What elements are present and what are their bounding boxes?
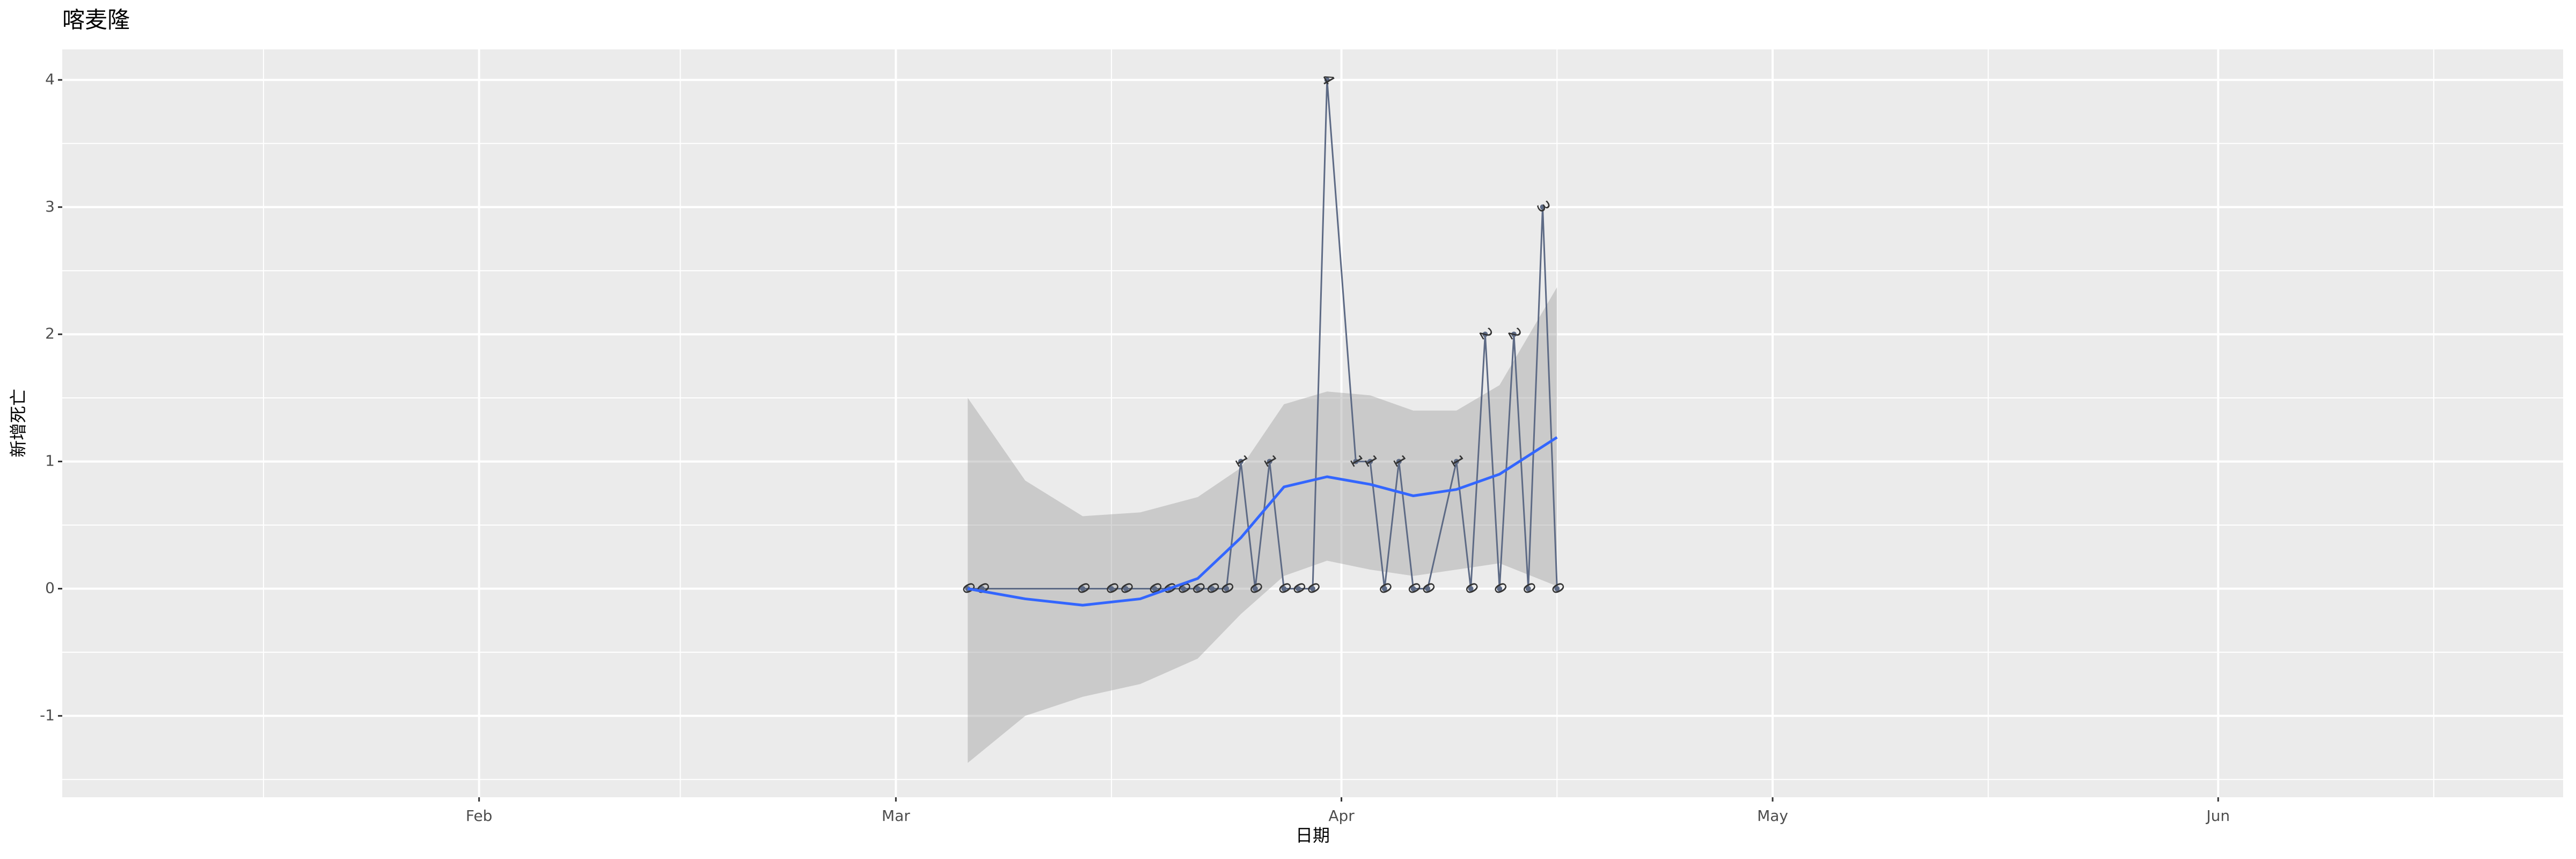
chart-title: 喀麦隆 — [62, 7, 130, 33]
data-point — [1224, 586, 1230, 592]
y-tick-label: 0 — [45, 579, 55, 596]
x-axis-title: 日期 — [1296, 825, 1330, 846]
data-point — [1180, 586, 1186, 592]
data-point — [1238, 458, 1244, 464]
y-tick-label: 1 — [45, 452, 55, 470]
data-point — [1267, 458, 1272, 464]
x-tick-label: May — [1757, 807, 1788, 825]
x-tick-label: Mar — [882, 807, 910, 825]
data-point — [1497, 586, 1503, 592]
y-tick-label: 4 — [45, 70, 55, 88]
y-axis-title: 新增死亡 — [8, 389, 28, 457]
data-point — [1381, 586, 1387, 592]
y-tick-label: 2 — [45, 325, 55, 343]
data-point — [1310, 586, 1315, 592]
data-point — [1540, 204, 1546, 210]
data-point — [1324, 77, 1330, 83]
data-point — [1123, 586, 1129, 592]
x-tick-label: Jun — [2205, 807, 2230, 825]
data-point — [1195, 586, 1201, 592]
x-tick-label: Feb — [466, 807, 493, 825]
data-point — [1353, 458, 1359, 464]
data-point — [1080, 586, 1086, 592]
data-point — [1296, 586, 1301, 592]
data-point — [1453, 458, 1459, 464]
data-point — [1209, 586, 1215, 592]
data-point — [1511, 331, 1517, 337]
data-point — [1152, 586, 1158, 592]
data-point — [1367, 458, 1373, 464]
data-point — [1554, 586, 1560, 592]
data-point — [1410, 586, 1416, 592]
data-point — [1525, 586, 1531, 592]
data-point — [1252, 586, 1258, 592]
data-point — [1281, 586, 1287, 592]
data-point — [1468, 586, 1474, 592]
y-tick-label: -1 — [40, 706, 55, 724]
data-point — [1482, 331, 1488, 337]
y-tick-label: 3 — [45, 198, 55, 215]
data-point — [1396, 458, 1402, 464]
smooth-line — [967, 436, 1558, 607]
data-point — [1425, 586, 1431, 592]
data-point — [1109, 586, 1115, 592]
x-tick-label: Apr — [1328, 807, 1355, 825]
